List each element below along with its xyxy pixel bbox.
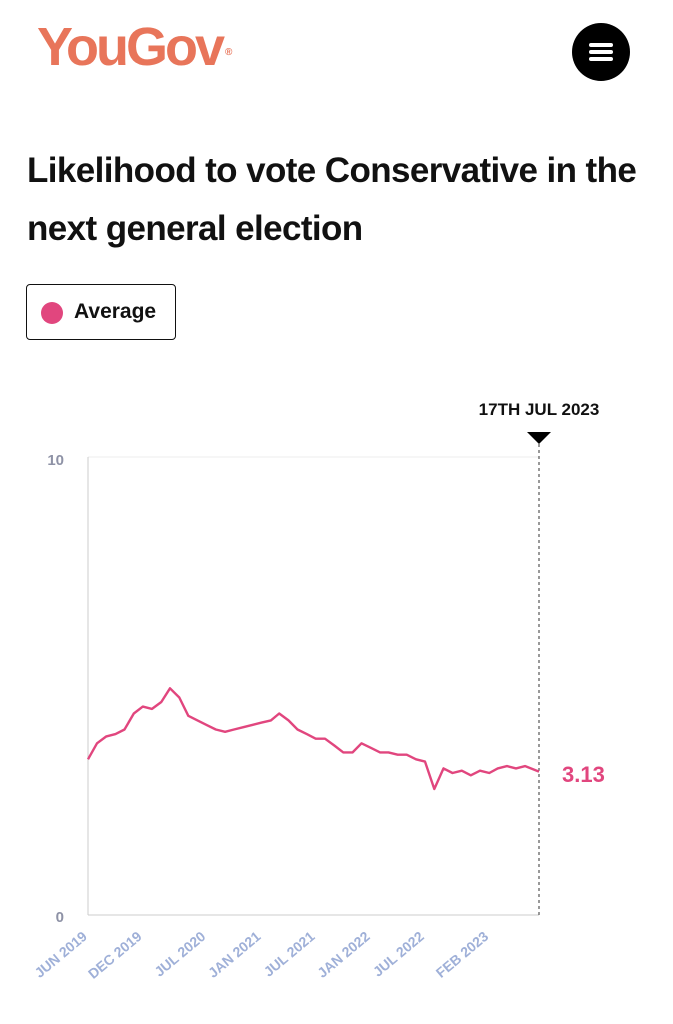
x-tick-label: JAN 2021 <box>205 928 264 981</box>
logo-text: YouGov <box>37 17 225 77</box>
x-tick-label: FEB 2023 <box>433 928 492 981</box>
series-line-average <box>86 687 540 791</box>
x-tick-label: DEC 2019 <box>85 928 145 982</box>
legend-item-average[interactable]: Average <box>26 284 176 340</box>
x-tick-label: JUL 2020 <box>151 928 208 980</box>
y-tick-label-min: 0 <box>56 909 64 926</box>
legend-dot-icon <box>41 302 63 324</box>
x-tick-label: JUL 2022 <box>370 928 427 980</box>
current-date-marker-icon <box>527 432 551 444</box>
hamburger-menu-icon[interactable] <box>572 23 630 81</box>
current-date-label: 17TH JUL 2023 <box>479 400 600 419</box>
last-value-label: 3.13 <box>562 762 605 787</box>
page-title: Likelihood to vote Conservative in the n… <box>27 151 637 248</box>
x-tick-label: JUL 2021 <box>260 928 317 980</box>
yougov-logo[interactable]: YouGov ® <box>37 16 232 78</box>
header: YouGov ® <box>0 0 673 100</box>
x-tick-label: JAN 2022 <box>314 928 373 981</box>
y-tick-label-max: 10 <box>47 452 64 469</box>
legend-label: Average <box>74 300 157 323</box>
registered-mark: ® <box>225 47 233 58</box>
x-tick-label: JUN 2019 <box>31 928 90 981</box>
